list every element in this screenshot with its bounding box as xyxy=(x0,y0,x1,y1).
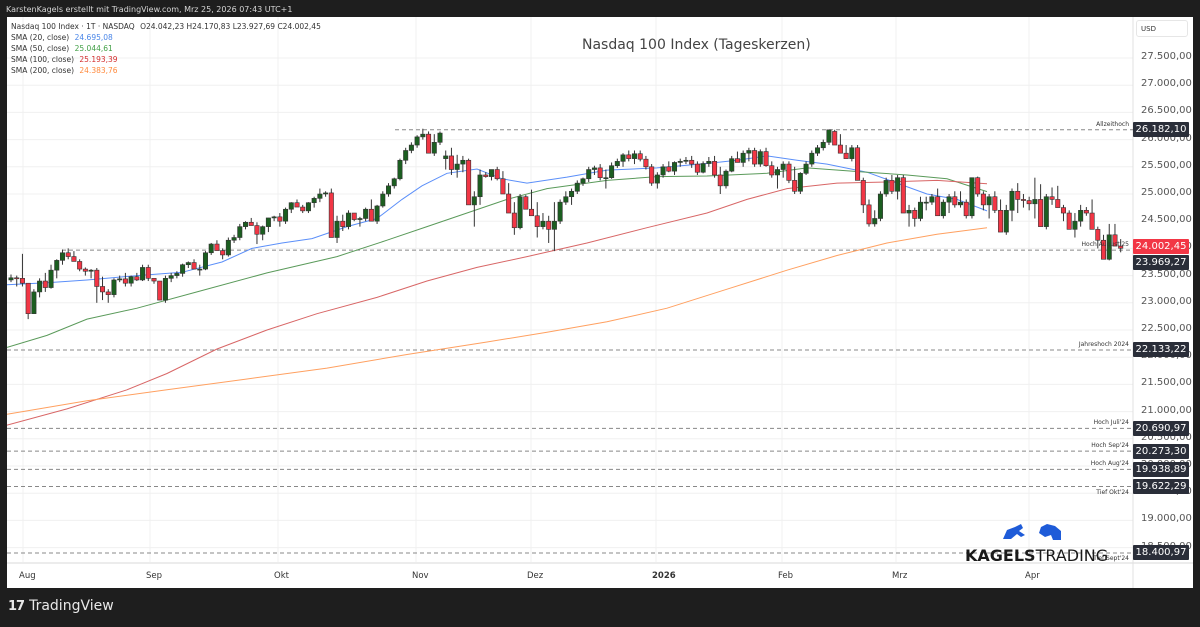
level-label: Tief Sept'24 xyxy=(1093,554,1129,562)
level-label: Tief Okt'24 xyxy=(1096,488,1129,496)
price-axis-label: 26.500,00 xyxy=(1141,105,1192,117)
indicator-value: 25.193,39 xyxy=(79,55,118,64)
time-axis-label: Sep xyxy=(146,571,163,581)
price-axis-label: 27.500,00 xyxy=(1141,51,1192,62)
price-tag: 19.622,29 xyxy=(1133,479,1189,495)
price-axis-label: 23.500,00 xyxy=(1141,268,1192,280)
price-axis-label: 22.500,00 xyxy=(1141,323,1192,334)
level-label: Jahreshoch 2024 xyxy=(1078,340,1129,348)
indicator-value: 24.695,08 xyxy=(74,33,113,42)
chart-legend: Nasdaq 100 Index · 1T · NASDAQ O24.042,2… xyxy=(11,21,324,76)
price-axis-label: 21.500,00 xyxy=(1141,377,1192,389)
ohlc-values: O24.042,23 H24.170,83 L23.927,69 C24.002… xyxy=(140,22,321,31)
chart-panel[interactable]: Nasdaq 100 Index · 1T · NASDAQ O24.042,2… xyxy=(7,17,1193,588)
time-axis-label: Feb xyxy=(778,571,794,581)
time-axis-label: Okt xyxy=(274,571,289,581)
indicator-label: SMA (200, close) xyxy=(11,66,74,75)
price-axis-label: 26.000,00 xyxy=(1141,132,1192,144)
time-axis-label: Dez xyxy=(527,571,544,581)
price-tag: 20.273,30 xyxy=(1133,443,1189,459)
price-axis-label: 27.000,00 xyxy=(1141,78,1192,90)
time-axis-label: Apr xyxy=(1025,571,1040,581)
price-axis-label: 19.000,00 xyxy=(1141,513,1192,525)
chart-title: Nasdaq 100 Index (Tageskerzen) xyxy=(582,37,811,53)
price-tag: 19.938,89 xyxy=(1133,461,1189,477)
price-tag: 18.400,97 xyxy=(1133,545,1189,561)
time-axis-label: Mrz xyxy=(892,571,908,581)
indicator-label: SMA (50, close) xyxy=(11,44,70,53)
tradingview-footer[interactable]: 17 TradingView xyxy=(8,598,114,614)
indicator-label: SMA (20, close) xyxy=(11,33,70,42)
tradingview-logo-icon: 17 xyxy=(8,598,25,614)
price-tag: 22.133,22 xyxy=(1133,342,1189,358)
price-tag: 23.969,27 xyxy=(1133,254,1189,270)
bull-bear-icon xyxy=(1003,524,1061,540)
symbol-info: Nasdaq 100 Index · 1T · NASDAQ xyxy=(11,22,135,31)
indicator-value: 25.044,61 xyxy=(74,44,113,53)
currency-label[interactable]: USD xyxy=(1136,20,1188,37)
indicator-value: 24.383,76 xyxy=(79,66,118,75)
price-axis-label: 25.000,00 xyxy=(1141,187,1192,198)
price-axis-label: 25.500,00 xyxy=(1141,159,1192,171)
time-axis-label: 2026 xyxy=(652,571,676,581)
price-axis-label: 20.500,00 xyxy=(1141,431,1192,443)
time-axis-label: Nov xyxy=(412,571,429,581)
price-tag: 20.690,97 xyxy=(1133,420,1189,436)
tradingview-brand: TradingView xyxy=(29,598,114,614)
level-label: Hoch Sep'24 xyxy=(1091,442,1129,450)
symbol-row[interactable]: Nasdaq 100 Index · 1T · NASDAQ O24.042,2… xyxy=(11,21,324,32)
indicator-sma50[interactable]: SMA (50, close) 25.044,61 xyxy=(11,43,324,54)
indicator-sma20[interactable]: SMA (20, close) 24.695,08 xyxy=(11,32,324,43)
indicator-label: SMA (100, close) xyxy=(11,55,74,64)
price-tag: 24.002,45 xyxy=(1133,238,1189,254)
price-axis-label: 21.000,00 xyxy=(1141,404,1192,416)
time-axis-label: Aug xyxy=(19,571,36,581)
price-axis-label: 23.000,00 xyxy=(1141,295,1192,307)
price-chart[interactable] xyxy=(7,17,1193,588)
level-label: Allzeithoch xyxy=(1096,120,1129,128)
level-label: Hoch Aug'24 xyxy=(1090,460,1129,468)
price-axis-label: 24.500,00 xyxy=(1141,214,1192,226)
price-tag: 26.182,10 xyxy=(1133,122,1189,138)
watermark-text: KAGELSTRADING xyxy=(965,546,1109,565)
indicator-sma200[interactable]: SMA (200, close) 24.383,76 xyxy=(11,65,324,76)
level-label: Hoch August'25 xyxy=(1081,241,1129,249)
attribution-bar: KarstenKagels erstellt mit TradingView.c… xyxy=(6,5,293,14)
indicator-sma100[interactable]: SMA (100, close) 25.193,39 xyxy=(11,54,324,65)
level-label: Hoch Juli'24 xyxy=(1093,419,1129,427)
